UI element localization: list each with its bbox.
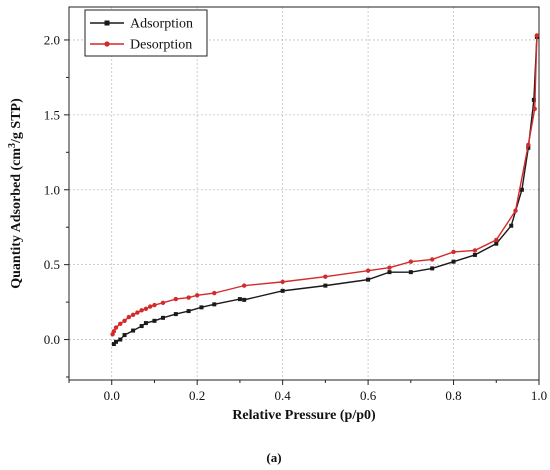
adsorption-point [472, 252, 477, 257]
desorption-point [241, 283, 247, 288]
y-axis-title-part-1: Quantity Adsorbed (cm [9, 148, 24, 289]
desorption-point [323, 274, 328, 279]
desorption-line [111, 35, 538, 335]
desorption-point [135, 310, 140, 315]
adsorption-point [152, 318, 157, 323]
adsorption-point [494, 241, 499, 246]
desorption-series [110, 33, 540, 337]
y-tick-label: 0.5 [44, 257, 60, 272]
desorption-point [429, 257, 435, 262]
x-tick-label: 0.8 [445, 388, 461, 403]
desorption-point [126, 314, 132, 320]
desorption-point [526, 142, 531, 148]
adsorption-point [237, 297, 242, 302]
adsorption-point [531, 97, 536, 102]
x-tick-label: 1.0 [531, 388, 547, 403]
desorption-point [387, 265, 392, 270]
plot-frame [68, 6, 540, 381]
y-axis-title-part-2: /g STP) [9, 98, 24, 144]
y-axis-title: Quantity Adsorbed (cm3/g STP) [7, 98, 25, 289]
desorption-point [365, 268, 371, 273]
legend-label: Desorption [130, 38, 192, 53]
legend: Adsorption Desorption [84, 9, 208, 57]
desorption-point [130, 312, 136, 318]
y-tick-label: 2.0 [44, 32, 60, 47]
desorption-point [118, 321, 123, 327]
x-tick-label: 0.6 [360, 388, 377, 403]
adsorption-point [143, 321, 148, 326]
desorption-point [110, 332, 115, 337]
adsorption-point [122, 333, 127, 338]
legend-swatch-marker [104, 41, 110, 47]
adsorption-point [212, 302, 217, 307]
axis-ticks: 0.0 0.2 0.4 0.6 0.8 1.0 0.0 0.5 1.0 1.5 2.0 [44, 32, 547, 403]
adsorption-point [366, 277, 371, 282]
desorption-point [408, 259, 414, 264]
desorption-point [113, 325, 119, 330]
legend-items: Adsorption Desorption [90, 17, 193, 53]
desorption-point [122, 318, 127, 324]
legend-entry-adsorption: Adsorption [90, 17, 193, 32]
adsorption-point [280, 288, 285, 293]
adsorption-point [173, 312, 178, 317]
y-tick-label: 1.0 [44, 182, 60, 197]
desorption-point [147, 304, 153, 309]
desorption-point [143, 306, 149, 312]
x-tick-label: 0.2 [189, 388, 205, 403]
legend-label: Adsorption [130, 17, 193, 32]
adsorption-point [387, 270, 392, 275]
x-tick-label: 0.4 [275, 388, 292, 403]
adsorption-point [186, 309, 191, 314]
desorption-point [280, 279, 285, 285]
desorption-point [513, 208, 518, 213]
figure-caption: (a) [266, 450, 281, 465]
desorption-point [494, 237, 499, 243]
adsorption-point [242, 297, 247, 302]
desorption-point [472, 248, 478, 253]
series-layer [110, 33, 540, 347]
y-tick-label: 0.0 [44, 332, 60, 347]
legend-entry-desorption: Desorption [90, 38, 192, 53]
legend-box [84, 9, 208, 57]
y-tick-label: 1.5 [44, 107, 60, 122]
y-axis-title-superscript: 3 [7, 143, 18, 148]
desorption-point [152, 302, 157, 308]
adsorption-point [139, 324, 144, 329]
adsorption-point [118, 337, 123, 342]
desorption-point [160, 300, 166, 306]
adsorption-point [451, 259, 456, 264]
adsorption-series [111, 34, 539, 347]
adsorption-point [199, 305, 204, 310]
adsorption-point [519, 187, 524, 192]
desorption-point [186, 295, 191, 300]
grid-lines [69, 7, 540, 380]
adsorption-point [430, 266, 435, 271]
desorption-point [194, 293, 200, 298]
adsorption-point [161, 315, 165, 320]
adsorption-point [323, 283, 328, 288]
desorption-point [534, 33, 540, 38]
desorption-point [139, 308, 144, 313]
adsorption-point [131, 328, 136, 333]
desorption-point [212, 290, 217, 296]
x-tick-label: 0.0 [104, 388, 120, 403]
desorption-point [173, 296, 179, 302]
adsorption-point [111, 342, 116, 347]
legend-swatch-marker [104, 20, 110, 26]
desorption-point [532, 106, 537, 112]
adsorption-point [114, 339, 118, 344]
adsorption-point [509, 223, 514, 228]
x-axis-title: Relative Pressure (p/p0) [232, 408, 376, 423]
desorption-point [451, 249, 456, 255]
adsorption-point [408, 270, 413, 275]
